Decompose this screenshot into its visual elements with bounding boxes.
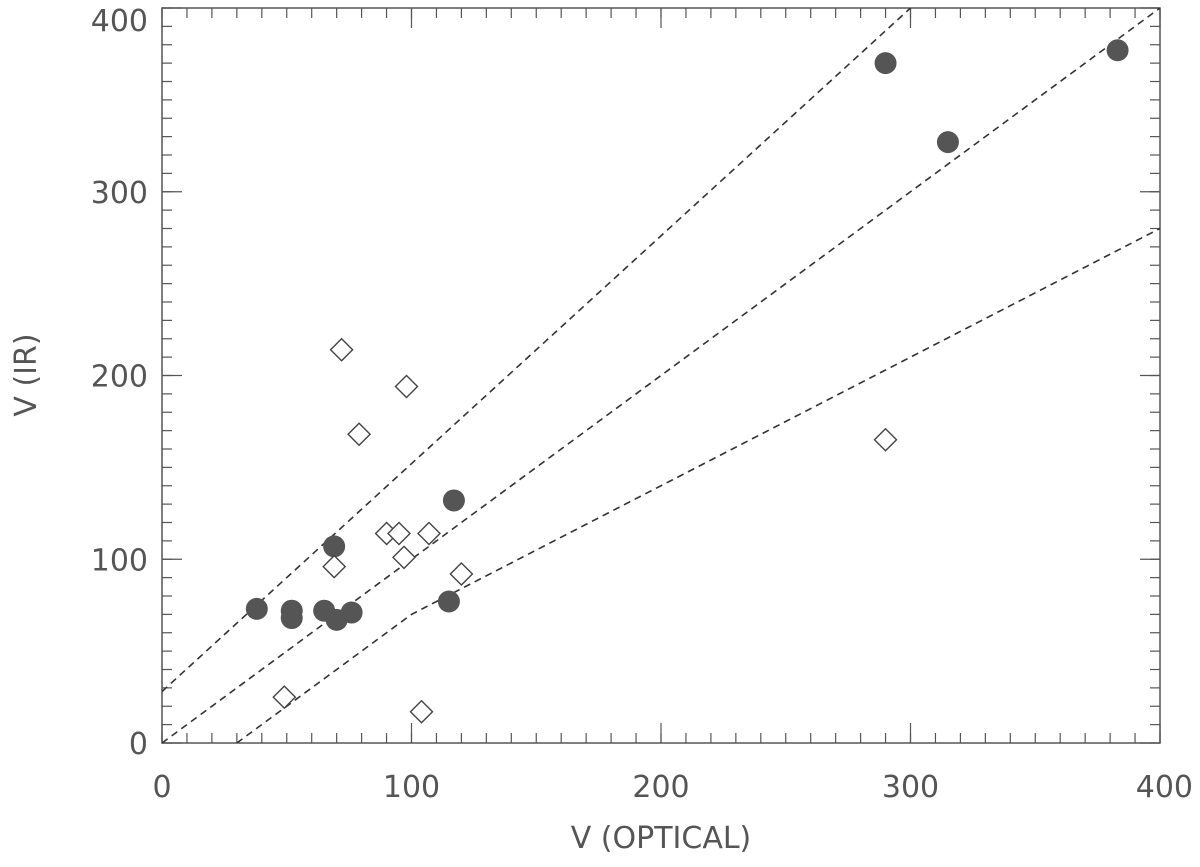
x-tick-label: 0 [152,770,171,805]
filled-circle-point [936,131,959,154]
filled-circle-point [437,590,460,613]
filled-circle-point [442,489,465,512]
open-diamond-point [387,521,411,546]
filled-circle-point [874,52,897,75]
open-diamond-point [449,562,474,586]
y-tick-label: 0 [129,727,148,762]
y-tick-label: 100 [91,543,148,578]
x-axis-label: V (OPTICAL) [571,821,752,856]
y-tick-label: 300 [91,176,148,211]
x-tick-labels: 0 100 200 300 400 [152,770,1193,805]
open-diamond-point [873,427,898,452]
filled-circle-point [323,535,346,558]
major-ticks [161,7,1161,744]
x-tick-label: 400 [1136,770,1193,805]
x-tick-label: 200 [632,770,689,805]
reference-line-1 [162,8,912,693]
filled-circle-point [280,607,303,630]
x-tick-label: 300 [882,770,939,805]
open-diamond-point [409,699,434,724]
x-tick-label: 100 [383,770,440,805]
open-diamond-point [322,554,347,579]
data-markers [245,39,1129,724]
open-diamond-point [272,685,297,710]
open-diamond-point [347,422,372,447]
open-diamond-point [417,521,441,546]
y-tick-label: 400 [91,4,148,39]
filled-circle-point [1106,39,1129,62]
y-axis-label: V (IR) [9,333,44,416]
open-diamond-point [329,337,354,362]
reference-line-2 [162,8,1160,743]
open-diamond-point [392,545,416,570]
y-tick-labels: 0 100 200 300 400 [91,4,148,762]
open-diamond-point [394,374,419,399]
reference-lines [162,8,1160,743]
reference-line-3 [236,227,1160,743]
y-tick-label: 200 [91,360,148,395]
filled-circle-point [245,597,268,620]
filled-circle-point [340,601,363,624]
